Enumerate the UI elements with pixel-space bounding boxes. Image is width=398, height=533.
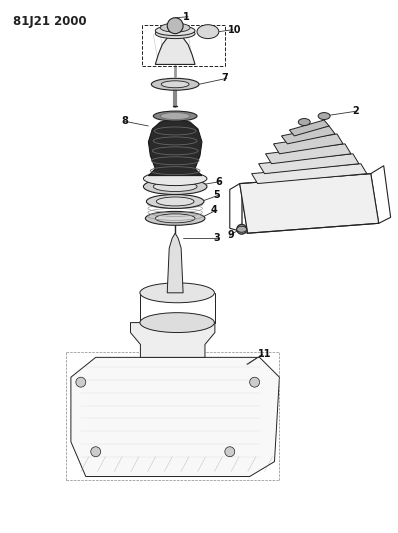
Ellipse shape [140,283,215,303]
Ellipse shape [140,313,215,333]
Text: 8: 8 [122,116,129,126]
Ellipse shape [155,29,195,38]
Circle shape [76,377,86,387]
Polygon shape [259,154,359,174]
Text: 1: 1 [183,12,190,22]
Text: 9: 9 [228,230,235,240]
Text: 10: 10 [228,25,241,35]
Ellipse shape [143,179,207,195]
Polygon shape [265,144,351,164]
Text: 5: 5 [213,190,220,200]
Ellipse shape [143,172,207,185]
Ellipse shape [153,182,197,191]
Polygon shape [252,164,367,183]
Ellipse shape [146,195,204,208]
Polygon shape [71,357,279,477]
Circle shape [167,18,183,34]
Text: 2: 2 [352,106,359,116]
Ellipse shape [298,118,310,125]
Ellipse shape [155,214,195,223]
Polygon shape [281,126,335,144]
Ellipse shape [156,197,194,206]
Ellipse shape [161,81,189,88]
Ellipse shape [151,78,199,90]
Ellipse shape [145,212,205,225]
Ellipse shape [155,26,195,36]
Circle shape [91,447,101,457]
Polygon shape [289,120,329,136]
Text: 81J21 2000: 81J21 2000 [13,15,87,28]
Ellipse shape [153,111,197,121]
Polygon shape [240,174,379,233]
Text: 6: 6 [215,176,222,187]
Ellipse shape [318,112,330,119]
Polygon shape [155,34,195,64]
Circle shape [237,224,247,234]
Polygon shape [273,134,343,154]
Text: 11: 11 [258,350,271,359]
Ellipse shape [160,112,190,119]
Ellipse shape [237,227,247,232]
Circle shape [225,447,235,457]
Ellipse shape [160,23,190,32]
Text: 4: 4 [211,205,218,215]
Text: 7: 7 [222,74,228,83]
Text: 3: 3 [213,233,220,243]
Polygon shape [131,322,215,357]
Polygon shape [148,119,202,176]
Circle shape [250,377,259,387]
Polygon shape [167,233,183,293]
Ellipse shape [197,25,219,38]
